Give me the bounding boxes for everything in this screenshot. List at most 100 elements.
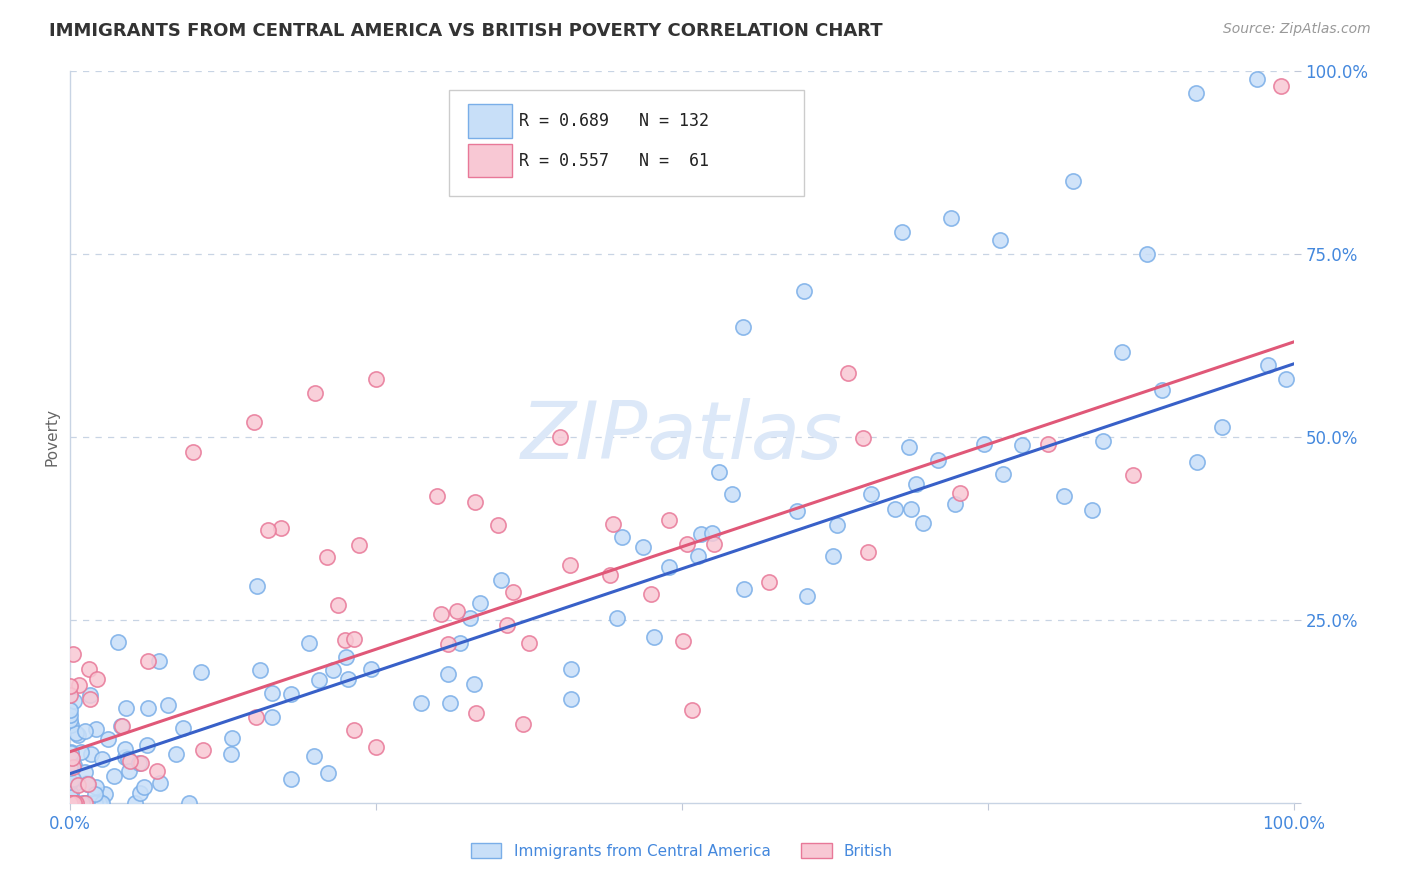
- Point: [83, 787, 105, 801]
- Point: [87, 796, 110, 810]
- Point: [70, 796, 93, 810]
- Point: [709, 465, 731, 479]
- Point: [59, 774, 82, 789]
- Point: [63, 796, 86, 810]
- Point: [59, 787, 82, 801]
- Point: [468, 596, 491, 610]
- Point: [988, 233, 1011, 247]
- Point: [59, 775, 82, 789]
- Point: [60, 718, 83, 732]
- Point: [512, 717, 534, 731]
- Point: [904, 477, 927, 491]
- Point: [991, 467, 1014, 482]
- Point: [429, 607, 451, 621]
- Point: [796, 589, 818, 603]
- Point: [681, 702, 703, 716]
- Point: [496, 618, 519, 632]
- Point: [548, 430, 571, 444]
- Point: [631, 540, 654, 554]
- Point: [316, 766, 339, 780]
- Point: [129, 756, 152, 770]
- Point: [517, 636, 540, 650]
- Point: [409, 696, 432, 710]
- Point: [91, 796, 114, 810]
- Point: [117, 751, 139, 765]
- Point: [364, 739, 387, 754]
- Point: [1136, 247, 1159, 261]
- Point: [733, 582, 755, 596]
- Point: [59, 796, 82, 810]
- Point: [77, 661, 100, 675]
- Point: [65, 796, 87, 810]
- Point: [62, 777, 84, 791]
- Point: [89, 794, 111, 808]
- Point: [165, 747, 187, 761]
- Point: [1246, 71, 1268, 86]
- Point: [911, 516, 934, 530]
- Point: [65, 796, 87, 810]
- Point: [79, 688, 101, 702]
- Point: [120, 755, 142, 769]
- Point: [489, 573, 512, 587]
- Point: [79, 796, 101, 810]
- Point: [60, 750, 83, 764]
- Point: [62, 772, 84, 787]
- Point: [343, 723, 366, 737]
- Point: [128, 756, 150, 771]
- Point: [79, 747, 101, 761]
- Point: [672, 633, 695, 648]
- Point: [67, 678, 90, 692]
- FancyBboxPatch shape: [468, 144, 512, 178]
- Point: [460, 611, 482, 625]
- Point: [75, 796, 97, 810]
- Point: [703, 537, 725, 551]
- Point: [1081, 503, 1104, 517]
- Point: [70, 745, 93, 759]
- Point: [366, 371, 388, 385]
- Point: [60, 796, 83, 810]
- Y-axis label: Poverty: Poverty: [44, 408, 59, 467]
- Point: [59, 702, 82, 716]
- Point: [280, 772, 302, 787]
- Point: [84, 780, 107, 794]
- Point: [107, 635, 129, 649]
- Point: [128, 786, 150, 800]
- Point: [560, 662, 582, 676]
- Point: [1270, 78, 1292, 93]
- Point: [59, 789, 82, 803]
- Point: [59, 796, 82, 810]
- Point: [463, 494, 485, 508]
- Point: [270, 521, 292, 535]
- Point: [63, 796, 86, 810]
- Text: IMMIGRANTS FROM CENTRAL AMERICA VS BRITISH POVERTY CORRELATION CHART: IMMIGRANTS FROM CENTRAL AMERICA VS BRITI…: [49, 22, 883, 40]
- Point: [948, 486, 970, 500]
- Point: [124, 796, 146, 810]
- Point: [328, 599, 350, 613]
- Point: [114, 741, 136, 756]
- Point: [688, 549, 710, 564]
- Point: [1011, 438, 1033, 452]
- Point: [488, 517, 510, 532]
- Point: [90, 796, 112, 810]
- Point: [60, 796, 83, 810]
- Point: [219, 747, 242, 761]
- Point: [859, 487, 882, 501]
- Point: [1062, 174, 1084, 188]
- Point: [640, 587, 662, 601]
- Point: [181, 444, 204, 458]
- Point: [1036, 437, 1059, 451]
- Point: [190, 665, 212, 679]
- Point: [690, 527, 713, 541]
- Point: [858, 544, 880, 558]
- Point: [172, 721, 194, 735]
- Point: [658, 560, 681, 574]
- Point: [84, 723, 107, 737]
- Point: [60, 750, 83, 764]
- Point: [1053, 489, 1076, 503]
- Point: [426, 489, 449, 503]
- Point: [786, 504, 808, 518]
- Point: [260, 686, 283, 700]
- Point: [118, 764, 141, 778]
- Point: [76, 777, 98, 791]
- Point: [86, 672, 108, 686]
